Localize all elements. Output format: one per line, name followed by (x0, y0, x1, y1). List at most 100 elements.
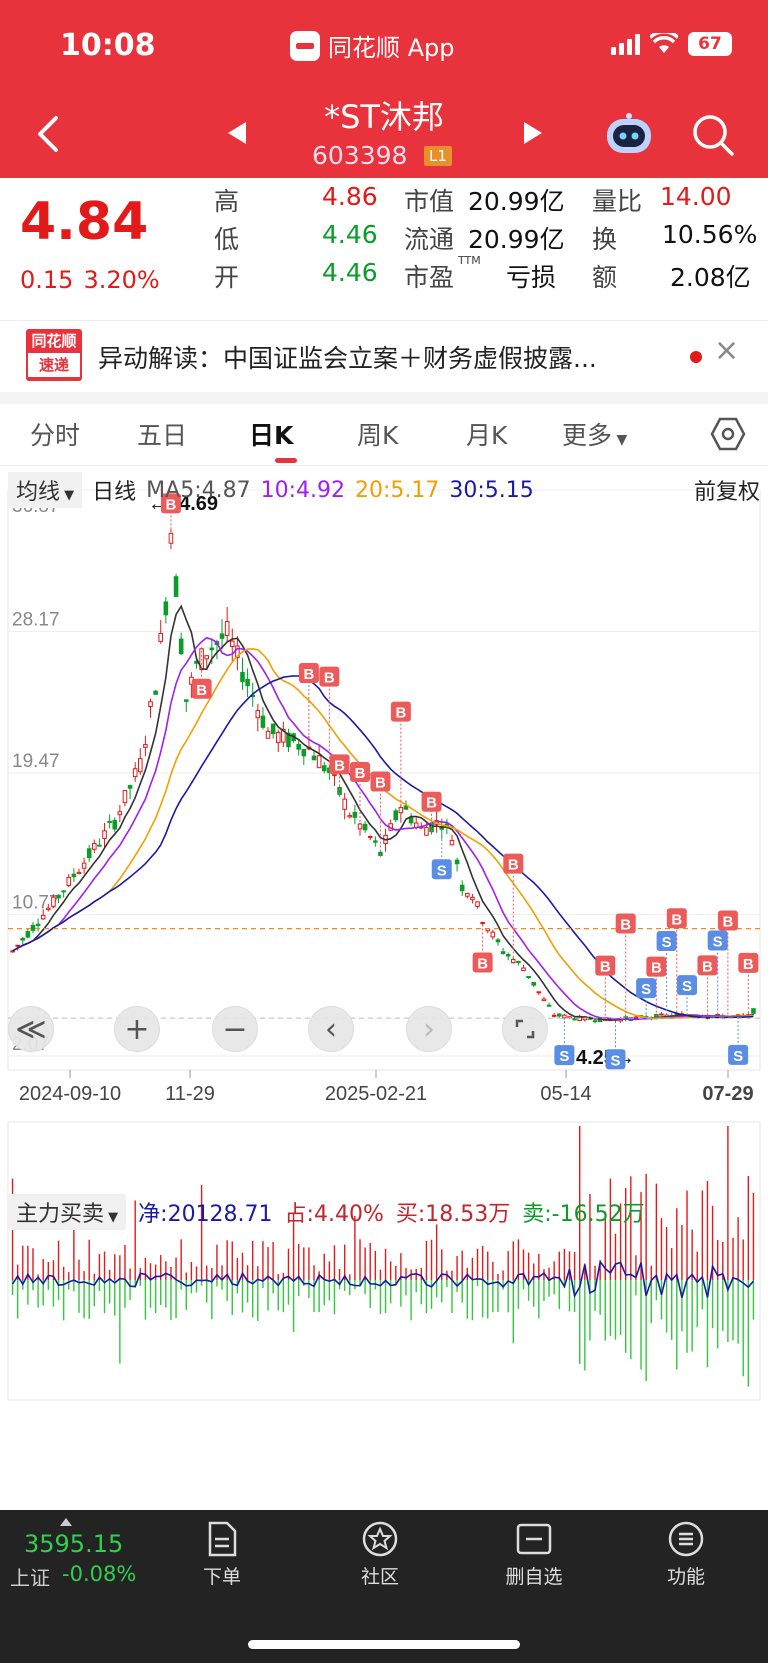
signal-marker-label: S (682, 978, 692, 995)
candle-body (751, 1008, 756, 1014)
settings-hexagon-icon[interactable] (710, 416, 746, 452)
search-icon[interactable] (690, 112, 736, 158)
zoom-in-button[interactable]: + (114, 1006, 160, 1052)
tab-weekly-k[interactable]: 周K (357, 421, 399, 450)
volume-ratio-value: 14.00 (660, 182, 732, 211)
candle-body (204, 655, 210, 660)
nav-functions-label: 功能 (666, 1566, 705, 1588)
indicator-frame (7, 1121, 761, 1401)
caret-down-icon: ▼ (60, 488, 75, 503)
ma-legend: 均线 ▼ 日线 MA5:4.87 10:4.92 20:5.17 30:5.15 (8, 472, 534, 508)
news-headline[interactable]: 异动解读：中国证监会立案＋财务虚假披露... (98, 344, 597, 373)
candle-body (541, 998, 547, 1002)
tab-five-day[interactable]: 五日 (137, 421, 188, 450)
nav-remove-watchlist[interactable]: 删自选 (484, 1520, 584, 1589)
signal-marker-label: B (324, 670, 335, 687)
signal-marker-label: B (702, 958, 713, 975)
scroll-left-button[interactable]: ‹ (308, 1006, 354, 1052)
signal-marker-label: B (651, 960, 662, 977)
x-tick-label: 07-29 (702, 1083, 753, 1105)
signal-marker (677, 975, 698, 996)
news-close-button[interactable]: × (714, 333, 740, 368)
signal-marker-label: S (713, 933, 723, 950)
candle-body (516, 961, 521, 964)
ma5-line (12, 604, 754, 1021)
signal-marker (390, 701, 411, 722)
fullscreen-button[interactable] (502, 1006, 548, 1052)
candle-body (143, 744, 148, 748)
signal-marker (636, 978, 657, 999)
candle-body (490, 931, 496, 938)
x-tick-label: 2024-09-10 (19, 1083, 121, 1105)
signal-marker (707, 930, 728, 951)
candle-body (92, 843, 97, 850)
candle-body (556, 1013, 562, 1017)
candle-body (403, 805, 409, 810)
signal-marker (728, 1044, 749, 1065)
index-expand-icon[interactable] (60, 1518, 72, 1526)
rewind-button[interactable]: ≪ (8, 1006, 54, 1052)
back-arrow-icon[interactable] (30, 110, 66, 158)
app-indicator[interactable]: 同花顺 App (290, 28, 455, 63)
ma-selector-label: 均线 (16, 480, 61, 505)
x-tick-label: 05-14 (540, 1083, 591, 1105)
candle-body (219, 633, 225, 639)
candle-body (40, 914, 46, 920)
signal-marker-label: B (166, 496, 177, 513)
caret-down-icon: ▼ (612, 432, 628, 448)
tab-daily-k[interactable]: 日K (249, 421, 294, 450)
candle-body (321, 765, 327, 772)
candle-body (66, 877, 72, 887)
signal-marker (298, 663, 319, 684)
adjust-mode[interactable]: 前复权 (693, 480, 760, 505)
volume-ratio-label: 量比 (592, 187, 643, 216)
tab-monthly-k[interactable]: 月K (466, 421, 508, 450)
candle-body (240, 671, 245, 683)
ma-selector[interactable]: 均线 ▼ (8, 472, 83, 508)
ma30-line (12, 675, 754, 1019)
kline-chart-area[interactable]: 36.8728.1719.4710.772.072024-09-1011-292… (0, 466, 768, 1516)
prev-stock-icon[interactable] (224, 120, 250, 146)
signal-marker (431, 859, 452, 880)
candle-body (311, 755, 317, 761)
tab-intraday[interactable]: 分时 (30, 421, 81, 450)
y-tick-label: 19.47 (12, 751, 60, 772)
status-icons: 67 (611, 32, 732, 56)
nav-order[interactable]: 下单 (172, 1520, 272, 1589)
zoom-out-button[interactable]: − (212, 1006, 258, 1052)
open-label: 开 (214, 263, 240, 292)
nav-functions[interactable]: 功能 (636, 1520, 736, 1589)
pe-label: 市盈 (404, 263, 455, 292)
tab-more-label: 更多 (562, 421, 613, 450)
section-divider (0, 392, 768, 404)
candle-body (245, 678, 250, 687)
min-price-annotation: 4.25→ (576, 1047, 635, 1069)
tab-more[interactable]: 更多 ▼ (562, 416, 627, 452)
robot-assistant-icon[interactable] (604, 112, 654, 156)
next-stock-icon[interactable] (520, 120, 546, 146)
indicator-selector[interactable]: 主力买卖 ▼ (8, 1194, 127, 1230)
x-tick-label: 11-29 (165, 1083, 215, 1105)
ma10-line (12, 636, 754, 1021)
signal-marker-label: S (662, 934, 672, 951)
candle-body (102, 830, 107, 839)
news-logo: 同花顺 速递 (26, 329, 82, 381)
nav-community-label: 社区 (360, 1566, 399, 1588)
kline-chart[interactable]: 36.8728.1719.4710.772.072024-09-1011-292… (0, 466, 768, 1516)
scroll-right-button[interactable]: › (406, 1006, 452, 1052)
signal-marker (472, 952, 493, 973)
candle-body (352, 811, 358, 818)
period-tabs: 分时 五日 日K 周K 月K 更多 ▼ (0, 404, 768, 466)
functions-menu-icon (668, 1521, 704, 1557)
nav-community[interactable]: 社区 (330, 1520, 430, 1589)
candle-body (255, 709, 261, 719)
news-ticker[interactable]: 同花顺 速递 异动解读：中国证监会立案＋财务虚假披露... × (0, 320, 768, 392)
candle-body (275, 732, 281, 744)
index-value[interactable]: 3595.15 (24, 1530, 124, 1558)
candle-body (286, 732, 291, 748)
amount-label: 额 (592, 263, 618, 292)
signal-marker (646, 956, 667, 977)
candle-body (505, 954, 511, 957)
candle-body (148, 701, 153, 708)
candle-body (270, 723, 276, 735)
